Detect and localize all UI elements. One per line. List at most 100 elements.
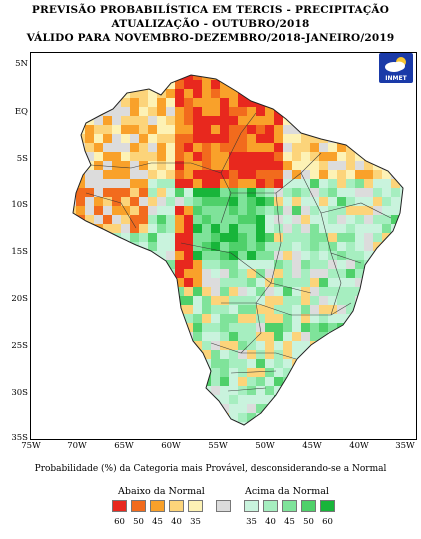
grid-cell	[247, 269, 256, 278]
grid-cell	[202, 143, 211, 152]
grid-cell	[76, 341, 85, 350]
grid-cell	[373, 368, 382, 377]
grid-cell	[121, 62, 130, 71]
grid-cell	[328, 75, 337, 80]
grid-cell	[292, 143, 301, 152]
grid-cell	[337, 296, 346, 305]
grid-cell	[175, 197, 184, 206]
grid-cell	[220, 143, 229, 152]
grid-cell	[58, 350, 67, 359]
grid-cell	[400, 287, 403, 296]
grid-cell	[112, 431, 121, 439]
grid-cell	[166, 359, 175, 368]
grid-cell	[58, 71, 67, 80]
grid-cell	[166, 116, 175, 125]
grid-cell	[346, 242, 355, 251]
grid-cell	[148, 143, 157, 152]
lat-label: EQ	[14, 107, 28, 117]
grid-cell	[193, 107, 202, 116]
grid-cell	[211, 377, 220, 386]
grid-cell	[400, 143, 403, 152]
grid-cell	[202, 296, 211, 305]
grid-cell	[310, 395, 319, 404]
grid-cell	[166, 134, 175, 143]
grid-cell	[274, 323, 283, 332]
grid-cell	[166, 287, 175, 296]
grid-cell	[31, 98, 40, 107]
grid-cell	[301, 413, 310, 422]
grid-cell	[373, 314, 382, 323]
grid-cell	[337, 251, 346, 260]
grid-cell	[112, 206, 121, 215]
grid-cell	[157, 197, 166, 206]
grid-cell	[382, 431, 391, 439]
grid-cell	[76, 116, 85, 125]
grid-cell	[157, 278, 166, 287]
grid-cell	[319, 413, 328, 422]
grid-cell	[400, 386, 403, 395]
grid-cell	[319, 161, 328, 170]
grid-cell	[310, 260, 319, 269]
grid-cell	[40, 179, 49, 188]
grid-cell	[400, 260, 403, 269]
grid-cell	[73, 368, 76, 377]
grid-cell	[139, 206, 148, 215]
grid-cell	[400, 368, 403, 377]
grid-cell	[238, 314, 247, 323]
grid-cell	[337, 80, 346, 89]
grid-cell	[85, 224, 94, 233]
state-border	[231, 152, 322, 194]
grid-cell	[274, 197, 283, 206]
grid-cell	[220, 98, 229, 107]
grid-cell	[220, 278, 229, 287]
grid-cell	[166, 386, 175, 395]
grid-cell	[175, 395, 184, 404]
grid-cell	[139, 287, 148, 296]
grid-cell	[73, 224, 76, 233]
grid-cell	[73, 314, 76, 323]
grid-cell	[130, 161, 139, 170]
grid-cell	[139, 386, 148, 395]
grid-cell	[256, 332, 265, 341]
grid-cell	[400, 269, 403, 278]
grid-cell	[58, 251, 67, 260]
grid-cell	[211, 314, 220, 323]
grid-cell	[247, 287, 256, 296]
grid-cell	[274, 143, 283, 152]
grid-cell	[247, 431, 256, 439]
grid-cell	[328, 296, 337, 305]
grid-cell	[337, 287, 346, 296]
grid-cell	[139, 377, 148, 386]
grid-cell	[58, 161, 67, 170]
grid-cell	[73, 332, 76, 341]
grid-cell	[292, 89, 301, 98]
grid-cell	[31, 341, 40, 350]
grid-cell	[73, 89, 76, 98]
grid-cell	[157, 413, 166, 422]
grid-cell	[265, 197, 274, 206]
grid-cell	[130, 98, 139, 107]
grid-cell	[202, 422, 211, 425]
grid-cell	[31, 71, 40, 80]
grid-cell	[130, 197, 139, 206]
grid-cell	[310, 125, 319, 134]
grid-cell	[40, 170, 49, 179]
grid-cell	[157, 350, 166, 359]
grid-cell	[157, 161, 166, 170]
grid-cell	[391, 98, 400, 107]
grid-cell	[202, 75, 211, 80]
grid-cell	[58, 404, 67, 413]
grid-cell	[58, 323, 67, 332]
grid-cell	[220, 75, 229, 80]
grid-cell	[247, 413, 256, 422]
grid-cell	[256, 75, 265, 80]
grid-cell	[166, 161, 175, 170]
grid-cell	[184, 75, 193, 80]
grid-cell	[58, 206, 67, 215]
grid-cell	[382, 278, 391, 287]
grid-cell	[382, 350, 391, 359]
grid-cell	[73, 188, 76, 197]
grid-cell	[364, 413, 373, 422]
grid-cell	[364, 206, 373, 215]
grid-cell	[220, 215, 229, 224]
